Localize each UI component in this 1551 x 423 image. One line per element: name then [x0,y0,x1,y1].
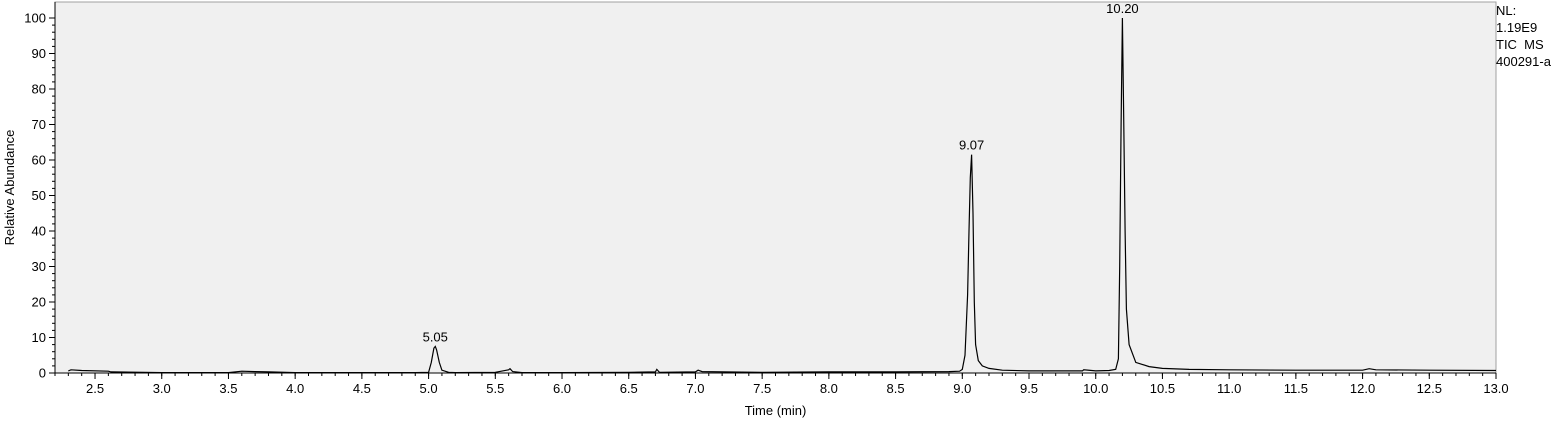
x-tick-label: 4.5 [353,381,371,396]
x-tick-label: 2.5 [86,381,104,396]
x-tick-label: 10.5 [1150,381,1175,396]
plot-area [54,1,1497,374]
x-tick-label: 13.0 [1483,381,1508,396]
y-axis: 0 10 20 30 40 50 60 70 80 90 100 [24,2,56,381]
x-tick-label: 9.5 [1020,381,1038,396]
x-tick-label: 8.0 [820,381,838,396]
x-tick-label: 6.0 [553,381,571,396]
y-tick-label: 40 [32,224,46,239]
x-tick-label: 5.5 [486,381,504,396]
y-tick-label: 60 [32,153,46,168]
x-tick-label: 11.5 [1284,381,1308,396]
x-axis: 2.5 3.0 3.5 4.0 4.5 5.0 5.5 6.0 6.5 7.0 7.5 8.0 8.5 9… [54,372,1509,396]
y-tick-label: 70 [32,117,46,132]
peak-label: 10.20 [1106,1,1139,16]
y-tick-label: 50 [32,188,46,203]
x-axis-title: Time (min) [745,403,807,418]
x-tick-label: 11.0 [1217,381,1241,396]
x-tick-label: 7.0 [686,381,704,396]
scan-type: TIC MS [1496,37,1544,52]
y-tick-label: 20 [32,295,46,310]
x-tick-label: 7.5 [753,381,771,396]
x-tick-label: 12.5 [1417,381,1442,396]
x-tick-label: 4.0 [286,381,304,396]
scan-info-panel: NL: 1.19E9 TIC MS 400291-a [1496,2,1551,70]
y-axis-title: Relative Abundance [2,130,17,246]
x-tick-label: 8.5 [887,381,905,396]
tic-trace-line [68,17,1497,374]
y-tick-label: 0 [39,366,46,381]
x-tick-label: 3.0 [153,381,171,396]
y-tick-label: 10 [32,330,46,345]
x-tick-label: 10.0 [1083,381,1108,396]
y-tick-label: 90 [32,46,46,61]
nl-value: 1.19E9 [1496,20,1538,35]
file-name: 400291-a [1496,54,1551,69]
x-tick-label: 9.0 [953,381,971,396]
y-tick-label: 100 [24,11,46,26]
x-tick-label: 6.5 [620,381,638,396]
nl-label: NL: [1496,3,1517,18]
peak-label: 9.07 [959,138,984,153]
y-tick-label: 30 [32,259,46,274]
x-tick-label: 5.0 [420,381,438,396]
x-tick-label: 3.5 [219,381,237,396]
y-tick-label: 80 [32,82,46,97]
x-tick-label: 12.0 [1350,381,1375,396]
peak-labels: 5.05 9.07 10.20 [423,1,1139,344]
peak-label: 5.05 [423,329,448,344]
